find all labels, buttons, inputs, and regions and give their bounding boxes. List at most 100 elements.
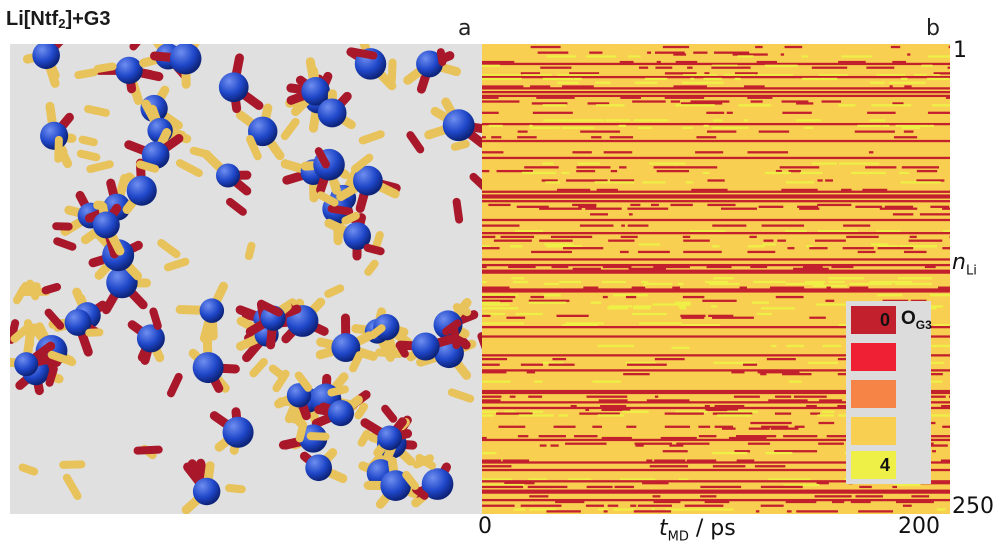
heatmap-segment: [839, 162, 879, 164]
heatmap-segment: [517, 136, 536, 138]
molecule: [429, 102, 482, 143]
heatmap-segment: [786, 501, 817, 503]
heatmap-segment: [893, 213, 913, 215]
fragment: [363, 134, 381, 140]
atom: [115, 57, 142, 84]
heatmap-segment: [761, 307, 795, 309]
heatmap-segment: [585, 409, 589, 411]
heatmap-segment: [870, 82, 885, 84]
heatmap-segment: [482, 358, 507, 360]
heatmap-segment: [529, 302, 567, 304]
heatmap-segment: [482, 307, 518, 309]
heatmap-segment: [586, 505, 604, 507]
fragment: [23, 467, 35, 471]
heatmap-segment: [587, 486, 613, 488]
heatmap-segment: [524, 166, 559, 168]
heatmap-segment: [632, 100, 666, 102]
heatmap-segment: [866, 67, 894, 69]
heatmap-segment: [808, 362, 838, 364]
heatmap-segment: [574, 435, 598, 437]
heatmap-segment: [707, 266, 732, 268]
heatmap-row: [482, 157, 950, 159]
molecule: [27, 44, 62, 83]
heatmap-segment: [942, 208, 950, 210]
heatmap-segment: [633, 307, 650, 309]
heatmap-segment: [632, 313, 667, 315]
fragment: [161, 243, 176, 254]
heatmap-segment: [683, 236, 690, 238]
heatmap-segment: [613, 508, 635, 510]
atom: [14, 352, 38, 376]
heatmap-segment: [819, 422, 835, 424]
heatmap-segment: [531, 46, 561, 48]
heatmap-row: [482, 196, 950, 198]
heatmap-segment: [695, 508, 733, 510]
heatmap-segment: [680, 307, 686, 309]
heatmap-segment: [539, 240, 572, 242]
heatmap-segment: [550, 444, 558, 446]
heatmap-segment: [539, 208, 582, 210]
heatmap-segment: [536, 97, 574, 99]
atom: [40, 122, 68, 150]
heatmap-segment: [829, 277, 865, 279]
heatmap-segment: [902, 166, 939, 168]
heatmap-segment: [896, 501, 934, 503]
atom: [170, 44, 202, 74]
heatmap-segment: [702, 300, 736, 302]
heatmap-segment: [627, 364, 667, 366]
heatmap-segment: [928, 55, 950, 57]
molecule: [193, 337, 236, 388]
fragment: [331, 389, 344, 392]
heatmap-segment: [586, 55, 616, 57]
fragment: [368, 248, 381, 251]
heatmap-segment: [699, 435, 717, 437]
heatmap-row: [482, 200, 950, 202]
heatmap-segment: [482, 100, 519, 102]
heatmap-segment: [665, 426, 690, 428]
heatmap-segment: [771, 428, 799, 430]
heatmap-segment: [482, 452, 497, 454]
heatmap-segment: [681, 317, 704, 319]
heatmap-segment: [630, 204, 640, 206]
heatmap-segment: [925, 266, 936, 268]
heatmap-segment: [831, 266, 853, 268]
heatmap-segment: [627, 208, 668, 210]
heatmap-segment: [528, 396, 542, 398]
heatmap-segment: [530, 296, 544, 298]
heatmap-segment: [812, 67, 847, 69]
heatmap-segment: [522, 172, 556, 174]
heatmap-segment: [799, 208, 819, 210]
molecule: [132, 324, 165, 360]
heatmap-segment: [622, 411, 648, 413]
heatmap-segment: [761, 486, 803, 488]
fragment: [328, 288, 340, 294]
heatmap-segment: [510, 396, 516, 398]
heatmap-segment: [780, 166, 820, 168]
heatmap-segment: [822, 411, 835, 413]
heatmap-segment: [832, 501, 844, 503]
fragment: [171, 377, 179, 393]
heatmap-segment: [619, 125, 626, 127]
heatmap-segment: [482, 112, 499, 114]
heatmap-segment: [663, 450, 688, 452]
heatmap-segment: [515, 313, 542, 315]
heatmap-segment: [482, 396, 501, 398]
heatmap-segment: [654, 166, 677, 168]
heatmap-segment: [608, 240, 634, 242]
heatmap-segment: [642, 482, 668, 484]
heatmap-segment: [592, 426, 602, 428]
heatmap-segment: [498, 426, 525, 428]
heatmap-segment: [665, 97, 704, 99]
heatmap-segment: [521, 505, 562, 507]
heatmap-segment: [822, 100, 842, 102]
heatmap-segment: [545, 181, 560, 183]
heatmap-segment: [777, 240, 786, 242]
heatmap-segment: [748, 443, 770, 445]
heatmap-segment: [549, 364, 575, 366]
heatmap-segment: [712, 317, 754, 319]
heatmap-segment: [663, 46, 689, 48]
heatmap-segment: [607, 307, 628, 309]
heatmap-segment: [590, 213, 608, 215]
heatmap-segment: [809, 317, 825, 319]
heatmap-segment: [855, 495, 882, 497]
